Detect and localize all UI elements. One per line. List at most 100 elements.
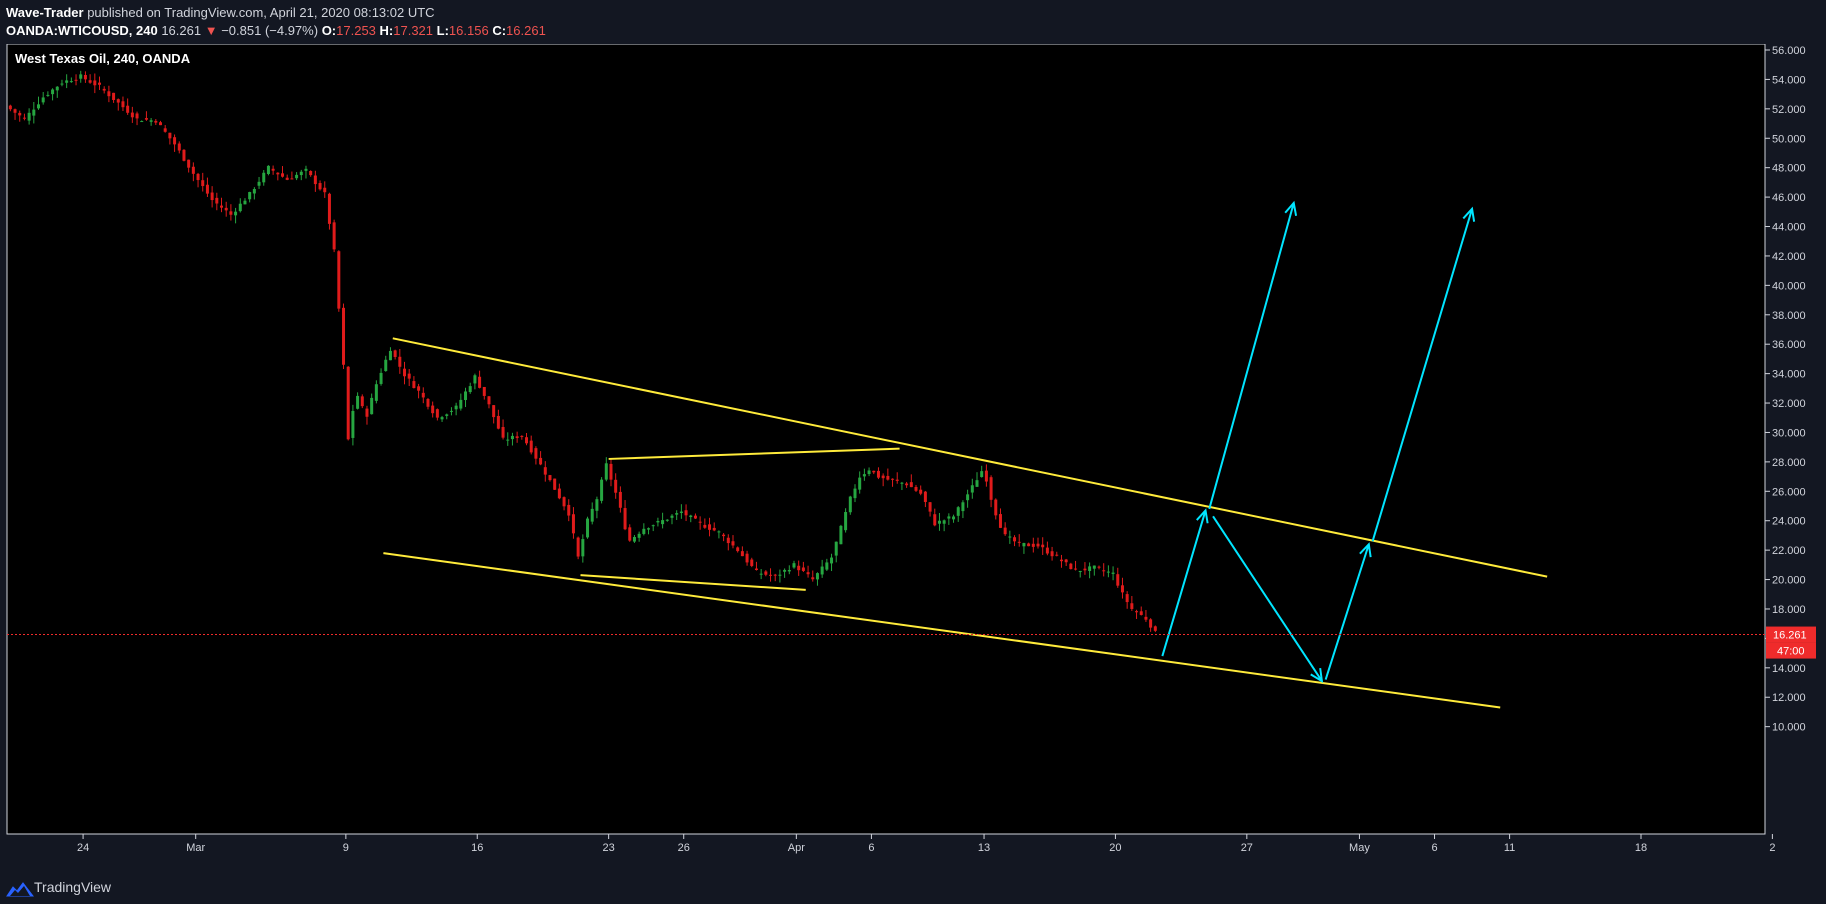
y-axis[interactable]: 56.000 54.000 52.000 50.000 48.000 46.000 44.0… xyxy=(1765,45,1806,734)
candle-down xyxy=(736,547,740,552)
candle-down xyxy=(998,514,1002,528)
y-tick-label: 48.000 xyxy=(1772,163,1806,175)
candle-up xyxy=(356,395,360,409)
candle-down xyxy=(811,577,815,580)
candle-down xyxy=(130,112,134,118)
symbol-label[interactable]: OANDA:WTICOUSD, 240 xyxy=(6,23,158,38)
high-value: 17.321 xyxy=(393,23,434,38)
author-name[interactable]: Wave-Trader xyxy=(6,5,84,20)
candle-down xyxy=(102,88,106,91)
candle-down xyxy=(623,508,627,530)
candle-up xyxy=(65,80,69,83)
target-arrow-1-head xyxy=(1284,200,1298,216)
candle-up xyxy=(942,520,946,524)
candle-up xyxy=(937,520,941,524)
candle-down xyxy=(909,482,913,488)
candle-down xyxy=(417,386,421,391)
candle-down xyxy=(562,497,566,507)
candle-up xyxy=(642,528,646,534)
candle-down xyxy=(360,396,364,407)
candle-up xyxy=(1111,572,1115,574)
channel-lower-line[interactable] xyxy=(383,552,1501,709)
candle-down xyxy=(74,79,78,81)
candle-up xyxy=(604,463,608,480)
candle-down xyxy=(1102,570,1106,572)
candle-down xyxy=(726,537,730,544)
candle-down xyxy=(525,437,529,444)
candle-up xyxy=(956,507,960,516)
x-tick-label: 16 xyxy=(471,842,483,854)
candle-down xyxy=(886,475,890,480)
x-tick-label: 18 xyxy=(1635,842,1647,854)
candle-down xyxy=(895,479,899,481)
candle-down xyxy=(891,478,895,480)
arrow-down[interactable] xyxy=(1212,515,1323,682)
x-tick-label: 6 xyxy=(868,842,874,854)
candle-down xyxy=(398,356,402,367)
y-tick-label: 26.000 xyxy=(1772,486,1806,498)
open-value: 17.253 xyxy=(336,23,376,38)
candle-up xyxy=(295,174,299,179)
plot-frame xyxy=(6,44,1766,835)
candle-up xyxy=(60,83,64,85)
target-arrow-1[interactable] xyxy=(1208,202,1295,510)
last-price-tag xyxy=(1766,626,1816,643)
candle-down xyxy=(905,483,909,486)
candle-down xyxy=(121,101,125,108)
candle-up xyxy=(759,573,763,575)
candle-down xyxy=(1013,537,1017,542)
price-chart[interactable]: West Texas Oil, 240, OANDA 56.00054.0005… xyxy=(0,44,1826,879)
candle-down xyxy=(698,521,702,523)
triangle-lower-line[interactable] xyxy=(580,574,806,591)
symbol-line: OANDA:WTICOUSD, 240 16.261 ▼ −0.851 (−4.… xyxy=(6,23,546,38)
candle-down xyxy=(215,197,219,204)
candle-up xyxy=(473,375,477,384)
y-tick-label: 52.000 xyxy=(1772,104,1806,116)
y-tick-label: 22.000 xyxy=(1772,545,1806,557)
x-tick-label: Mar xyxy=(186,842,205,854)
candle-up xyxy=(69,81,73,83)
candle-down xyxy=(769,574,773,576)
candle-down xyxy=(914,486,918,491)
candle-down xyxy=(609,463,613,480)
y-tick-label: 14.000 xyxy=(1772,663,1806,675)
candle-down xyxy=(201,180,205,187)
arrow-up-2[interactable] xyxy=(1324,543,1370,680)
chart-header: Wave-Trader published on TradingView.com… xyxy=(0,0,1826,44)
candle-down xyxy=(196,173,200,181)
candle-up xyxy=(468,386,472,393)
candle-down xyxy=(487,396,491,405)
candle-up xyxy=(449,410,453,412)
countdown-label: 47:00 xyxy=(1777,646,1805,658)
candle-up xyxy=(41,97,45,103)
candle-down xyxy=(1149,619,1153,628)
x-axis[interactable]: 24 Mar 9 16 23 26 Apr 6 13 20 27 May 6 11 18 2 xyxy=(77,834,1775,854)
candle-down xyxy=(126,105,130,113)
candle-down xyxy=(1130,603,1134,609)
y-tick-label: 12.000 xyxy=(1772,692,1806,704)
candle-up xyxy=(661,520,665,525)
candle-down xyxy=(693,515,697,519)
low-label: L: xyxy=(436,23,449,38)
candle-down xyxy=(285,177,289,180)
candle-up xyxy=(257,181,261,186)
candle-down xyxy=(144,118,148,120)
candle-down xyxy=(1083,568,1087,571)
candle-up xyxy=(1078,570,1082,573)
candle-down xyxy=(534,448,538,459)
candle-down xyxy=(342,307,346,365)
triangle-upper-line[interactable] xyxy=(608,447,900,460)
candle-down xyxy=(403,368,407,377)
tradingview-brand[interactable]: TradingView xyxy=(34,879,112,895)
candle-down xyxy=(135,113,139,119)
price-change: −0.851 (−4.97%) xyxy=(221,23,319,38)
channel-upper-line[interactable] xyxy=(392,337,1548,578)
tradingview-logo-icon[interactable] xyxy=(6,881,34,897)
target-arrow-2[interactable] xyxy=(1371,208,1474,542)
candle-up xyxy=(952,516,956,520)
arrow-up-1[interactable] xyxy=(1161,510,1207,657)
y-tick-label: 50.000 xyxy=(1772,133,1806,145)
candle-down xyxy=(8,105,12,110)
y-tick-label: 24.000 xyxy=(1772,516,1806,528)
candle-up xyxy=(238,203,242,212)
